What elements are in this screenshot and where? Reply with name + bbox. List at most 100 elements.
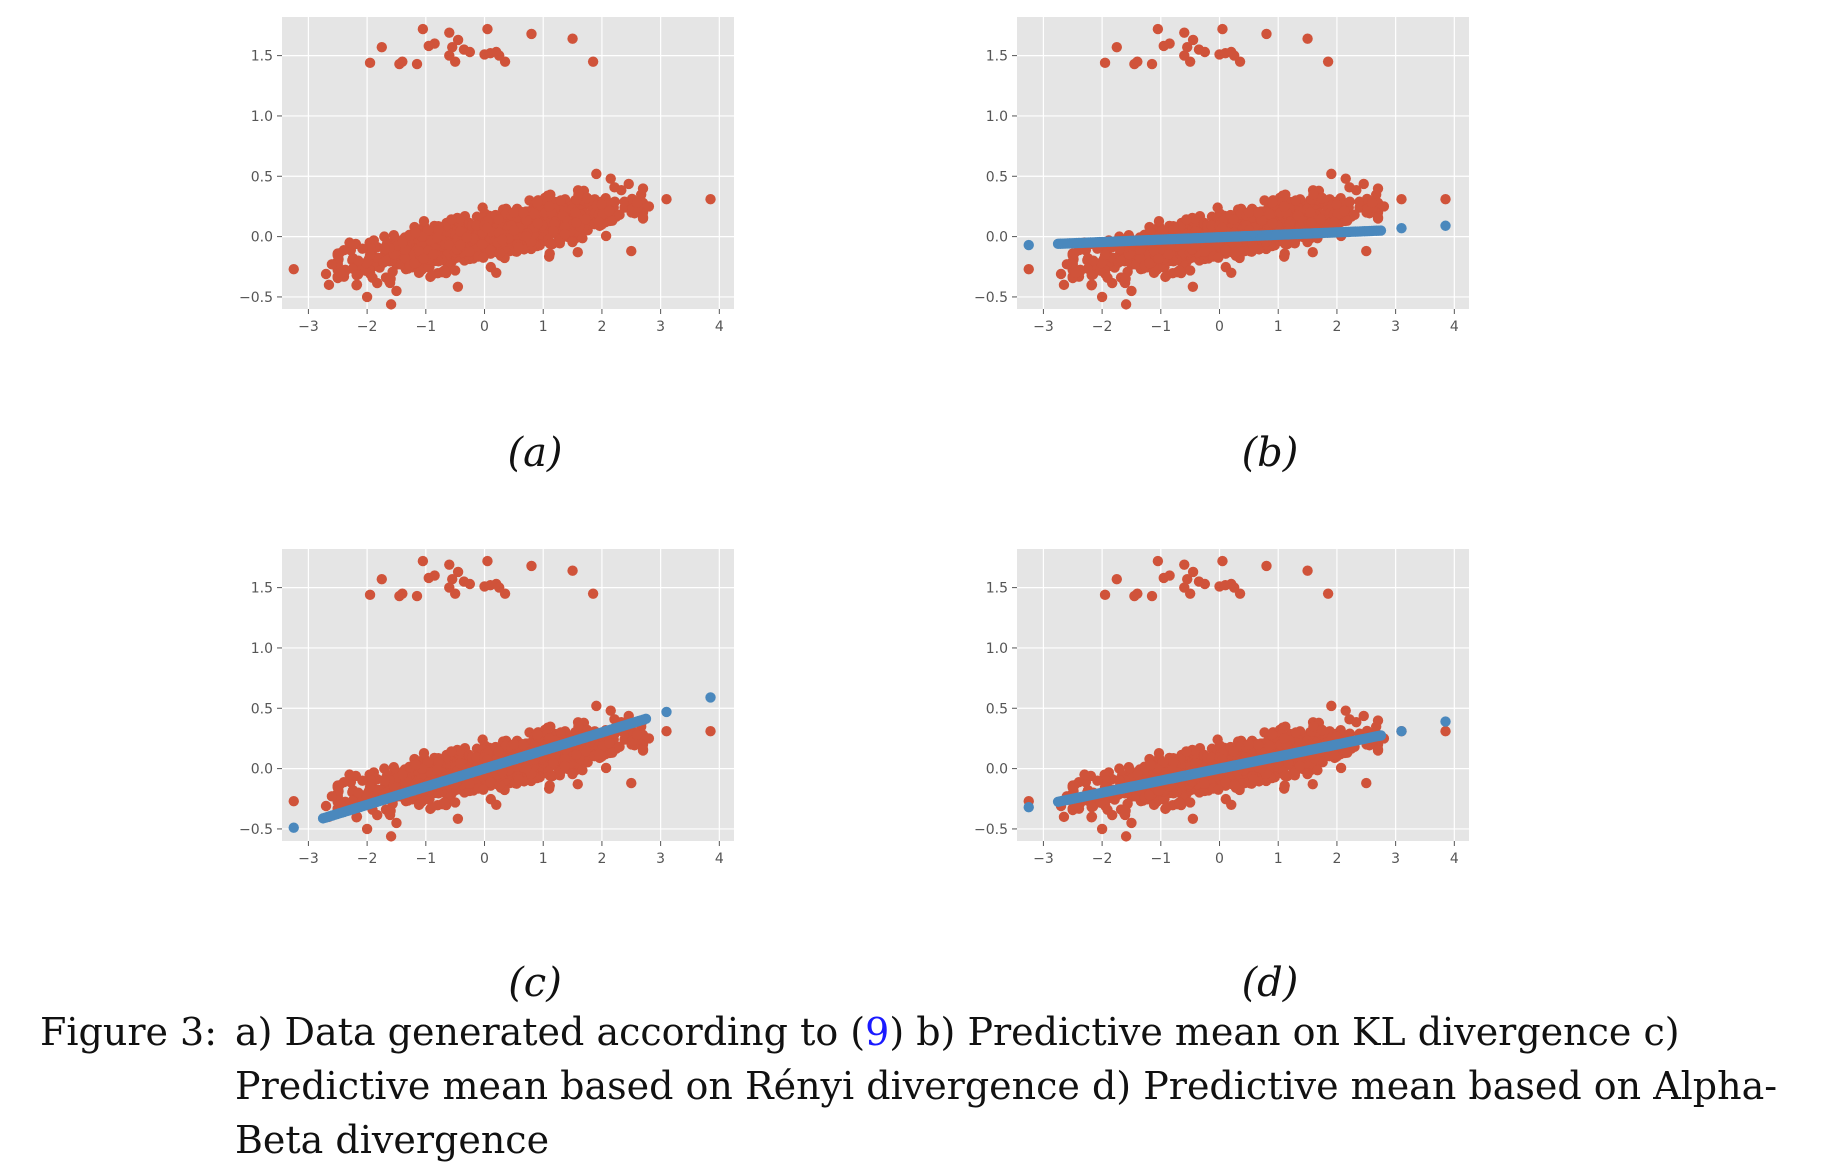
data-point <box>426 802 437 813</box>
prediction-point <box>1440 220 1451 231</box>
data-point <box>334 248 345 259</box>
data-point <box>587 588 599 599</box>
data-point <box>1184 56 1196 67</box>
data-point <box>455 226 466 237</box>
data-point <box>548 225 559 237</box>
data-point <box>508 739 520 750</box>
data-point <box>517 207 529 219</box>
data-point <box>1306 217 1317 228</box>
data-point <box>380 255 391 267</box>
data-point <box>323 279 335 291</box>
data-point <box>361 257 372 269</box>
data-point <box>364 57 376 69</box>
data-point <box>1290 195 1302 206</box>
data-point <box>367 272 378 283</box>
data-point <box>1199 246 1210 258</box>
data-point <box>351 812 362 823</box>
data-point <box>544 770 556 782</box>
data-point <box>417 23 429 35</box>
data-point <box>1307 779 1318 790</box>
data-point <box>397 237 408 248</box>
data-point <box>1220 776 1231 788</box>
y-tick-label: −0.5 <box>974 290 1008 306</box>
y-tick-label: 1.0 <box>251 641 273 657</box>
data-point <box>587 56 599 67</box>
data-point <box>1220 244 1231 256</box>
data-point <box>604 205 615 217</box>
x-tick-label: 3 <box>1391 851 1400 867</box>
data-point <box>1187 281 1199 292</box>
data-point <box>1351 184 1362 196</box>
data-point <box>288 795 299 807</box>
data-point <box>379 243 390 254</box>
data-point <box>1372 715 1384 726</box>
data-point <box>1096 257 1107 269</box>
data-point <box>431 232 443 243</box>
data-point <box>344 237 355 248</box>
data-point <box>335 267 346 279</box>
data-point <box>1279 780 1290 791</box>
data-point <box>1228 50 1240 61</box>
data-point <box>1086 802 1097 813</box>
data-point <box>1366 197 1378 209</box>
data-point <box>464 46 476 58</box>
data-point <box>1199 778 1210 790</box>
data-point <box>637 745 649 756</box>
y-tick-label: 0.5 <box>986 169 1008 185</box>
data-point <box>397 56 408 67</box>
data-point <box>452 34 464 46</box>
x-tick-label: 2 <box>597 319 606 335</box>
x-tick-label: 1 <box>1274 851 1283 867</box>
data-point <box>478 784 489 795</box>
data-point <box>559 228 571 240</box>
data-point <box>616 184 627 196</box>
data-point <box>1302 33 1313 44</box>
data-point <box>1092 775 1103 786</box>
prediction-point <box>1375 225 1387 236</box>
data-point <box>637 183 649 194</box>
data-point <box>446 214 457 225</box>
y-tick-label: 0.0 <box>251 230 273 246</box>
data-point <box>357 243 368 254</box>
data-point <box>559 760 571 772</box>
data-point <box>344 769 355 780</box>
data-point <box>545 189 556 200</box>
data-point <box>397 769 408 780</box>
data-point <box>1069 248 1080 259</box>
data-point <box>1317 192 1328 204</box>
data-point <box>320 800 332 812</box>
x-tick-label: 1 <box>1274 319 1283 335</box>
data-point <box>1143 257 1155 269</box>
prediction-point <box>640 713 652 725</box>
data-point <box>1279 238 1291 250</box>
data-point <box>1328 216 1340 228</box>
data-point <box>326 791 338 802</box>
data-point <box>351 280 362 291</box>
data-point <box>1252 207 1264 219</box>
data-point <box>1099 57 1111 69</box>
data-point <box>1023 263 1034 275</box>
data-point <box>1312 765 1323 776</box>
data-point <box>573 721 584 732</box>
data-point <box>485 244 496 256</box>
y-tick-label: 1.5 <box>251 581 273 597</box>
data-point <box>1115 255 1126 267</box>
data-point <box>1181 214 1192 225</box>
data-point <box>1396 193 1407 205</box>
data-point <box>1358 710 1369 722</box>
data-point <box>320 268 332 280</box>
x-tick-label: 2 <box>1332 851 1341 867</box>
data-point <box>520 763 532 774</box>
x-tick-label: 3 <box>656 851 665 867</box>
data-point <box>1179 27 1190 38</box>
chart-panel-b: −3 −2 −1 0 1 2 3 4 −0.5 0.0 0.5 1.0 1.5 <box>935 0 1555 420</box>
x-tick-label: 1 <box>539 319 548 335</box>
data-point <box>449 588 461 599</box>
data-point <box>626 777 637 789</box>
x-tick-label: −1 <box>415 851 436 867</box>
x-tick-label: −2 <box>1092 319 1113 335</box>
data-point <box>1322 56 1334 67</box>
data-point <box>1099 249 1111 260</box>
data-point <box>1361 245 1372 257</box>
data-point <box>591 168 602 180</box>
